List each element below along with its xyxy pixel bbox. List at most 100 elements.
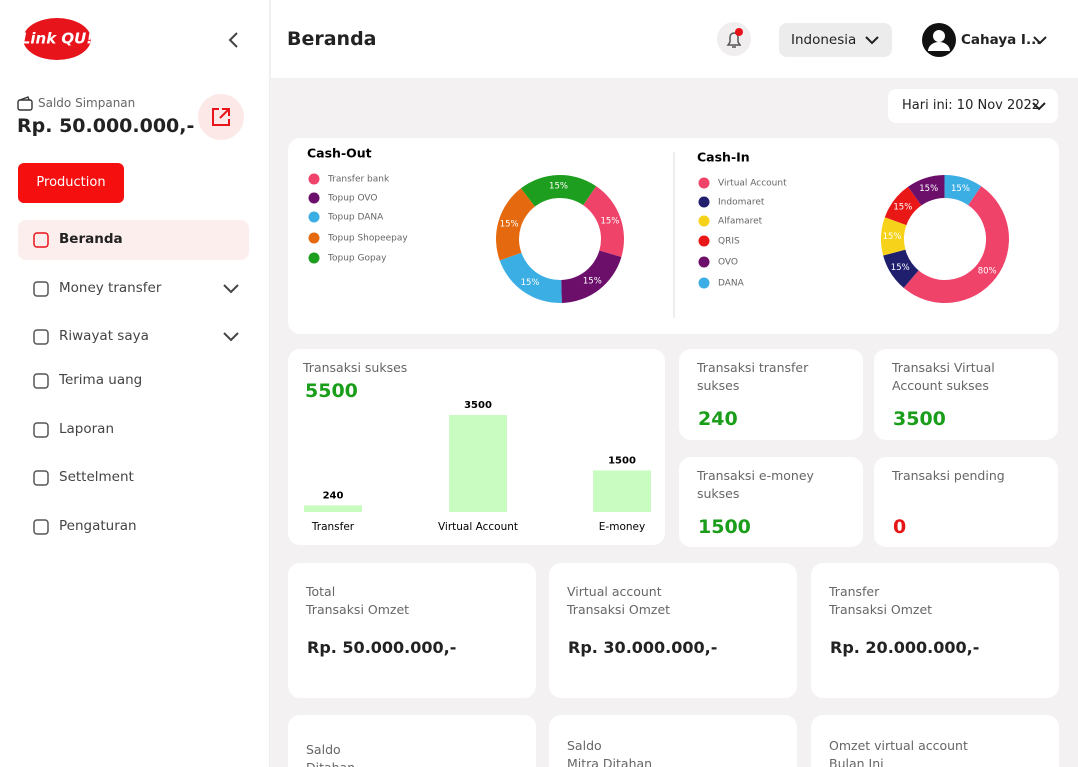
page-title: Beranda (287, 28, 377, 50)
legend-dot (698, 177, 710, 189)
legend-dot (308, 232, 320, 244)
omzet-value: Rp. 20.000.000,- (830, 638, 980, 657)
legend-dot (308, 192, 320, 204)
legend-label: Topup OVO (327, 194, 377, 204)
icon-shape (33, 232, 49, 248)
bar (593, 470, 651, 512)
legend-label: Topup Shopeepay (327, 234, 408, 244)
notification-button[interactable] (717, 22, 751, 56)
omzet-label: Virtual account (567, 584, 662, 599)
country-label: Indonesia (791, 32, 857, 48)
menu-icon (33, 470, 49, 486)
environment-button[interactable]: Production (18, 163, 124, 203)
menu-icon (33, 281, 49, 297)
logo-text: Link QU! (21, 30, 93, 48)
slice-label: 15% (951, 184, 970, 194)
legend-label: Topup DANA (327, 213, 384, 223)
donut-slice (884, 186, 922, 226)
menu-icon (33, 232, 49, 248)
chevron-shape (223, 332, 239, 342)
logo: Link QU! (21, 18, 93, 60)
bar-category: Virtual Account (438, 521, 518, 533)
stat-title: Transaksi Virtual Account sukses (892, 360, 995, 393)
legend-dot (308, 173, 320, 185)
menu-item[interactable]: Riwayat saya (18, 317, 249, 357)
bar (449, 415, 507, 512)
user-avatar[interactable] (921, 22, 957, 58)
slice-label: 15% (891, 263, 910, 273)
omzet-card: Total Transaksi Omzet Rp. 50.000.000,- (288, 563, 536, 698)
menu-chevron (223, 332, 239, 342)
legend-dot (698, 196, 710, 208)
menu-item[interactable]: Terima uang (18, 361, 249, 401)
logo-badge (23, 18, 91, 60)
bar (304, 505, 362, 512)
share-button[interactable] (198, 94, 244, 140)
menu-item[interactable]: Beranda (18, 220, 249, 260)
donut-slice (496, 188, 535, 261)
country-dropdown[interactable]: Indonesia (779, 23, 892, 57)
menu-icon (33, 329, 49, 345)
header: Beranda Indonesia Cahaya I... (271, 0, 1078, 78)
bar-category: Transfer (311, 521, 355, 533)
chart-title: Cash-In (697, 150, 750, 165)
legend-label: Topup Gopay (327, 254, 387, 264)
slice-label: 15% (500, 220, 519, 230)
menu-item[interactable]: Laporan (18, 410, 249, 450)
menu-label: Pengaturan (59, 518, 137, 534)
donut-slice (499, 252, 562, 303)
menu-item[interactable]: Money transfer (18, 269, 249, 309)
icon-shape (33, 422, 49, 438)
menu-icon (33, 373, 49, 389)
summary-card: Omzet virtual account Bulan Ini (811, 715, 1059, 767)
slice-label: 15% (521, 278, 540, 288)
menu-icon (33, 519, 49, 535)
omzet-label: Transaksi Omzet (829, 602, 933, 617)
stat-title: Transaksi e-money sukses (697, 468, 814, 501)
stat-value: 240 (698, 408, 738, 430)
slice-label: 15% (600, 217, 619, 227)
omzet-card: Virtual account Transaksi Omzet Rp. 30.000… (549, 563, 797, 698)
donut-slice (561, 250, 622, 303)
balance-value: Rp. 50.000.000,- (17, 115, 195, 137)
menu-label: Money transfer (59, 280, 162, 296)
donut-slice (880, 217, 907, 256)
omzet-label: Transaksi Omzet (567, 602, 671, 617)
wallet-icon (17, 96, 33, 111)
legend-label: OVO (718, 258, 738, 268)
user-name[interactable]: Cahaya I... (961, 32, 1042, 48)
icon-shape (33, 329, 49, 345)
omzet-value: Rp. 30.000.000,- (568, 638, 718, 657)
menu-label: Beranda (59, 231, 123, 247)
legend-label: QRIS (718, 237, 740, 247)
icon-shape (33, 519, 49, 535)
summary-label: Saldo (306, 742, 341, 757)
menu-icon (33, 422, 49, 438)
donut-slice (883, 249, 919, 288)
bar-value: 1500 (608, 455, 636, 466)
user-chevron[interactable] (1033, 34, 1047, 46)
menu-label: Settelment (59, 469, 134, 485)
stat-value: 0 (893, 516, 907, 538)
donut-slice (520, 175, 597, 207)
stat-card: Transaksi pending 0 (874, 457, 1058, 547)
stat-value: 1500 (698, 516, 751, 538)
slice-label: 15% (583, 276, 602, 286)
icon-shape (33, 373, 49, 389)
menu-label: Laporan (59, 421, 115, 437)
collapse-button[interactable] (224, 30, 244, 50)
menu-item[interactable]: Settelment (18, 458, 249, 498)
stat-card: Transaksi transfer sukses 240 (679, 349, 863, 440)
summary-label: Saldo (567, 738, 602, 753)
bar-category: E-money (599, 521, 645, 533)
omzet-label: Transaksi Omzet (306, 602, 410, 617)
cash-card: Cash-Out Transfer bank Topup OVO Topup DANA… (288, 138, 1059, 334)
legend-label: DANA (718, 279, 745, 289)
transactions-chart: 240 Transfer 3500 Virtual Account 1500 E-mone… (304, 400, 651, 533)
transactions-title: Transaksi sukses (303, 360, 408, 375)
donut-slice (903, 186, 1010, 304)
date-filter[interactable]: Hari ini: 10 Nov 2022 (888, 89, 1058, 123)
menu-chevron (223, 284, 239, 294)
menu-item[interactable]: Pengaturan (18, 507, 249, 547)
